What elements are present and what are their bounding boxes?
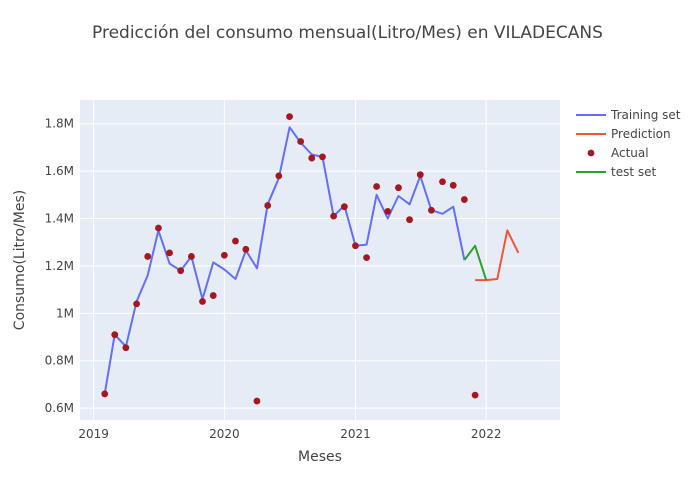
grid-lines: [80, 100, 560, 420]
y-tick-label: 1.4M: [45, 212, 74, 226]
actual-point: [111, 331, 119, 339]
y-tick-label: 0.6M: [45, 401, 74, 415]
legend-label-prediction: Prediction: [611, 127, 671, 141]
actual-point: [363, 254, 370, 262]
x-axis-ticks: 2019 2020 2021 2022: [78, 427, 501, 441]
actual-point: [166, 249, 173, 257]
x-tick-label: 2020: [209, 427, 240, 441]
actual-point: [199, 298, 206, 305]
training-set-line: [103, 126, 466, 395]
legend-label-test-set: test set: [611, 165, 656, 179]
legend-swatch-actual: [587, 149, 595, 157]
actual-point: [330, 212, 338, 220]
actual-point: [416, 171, 424, 179]
actual-point: [177, 267, 185, 275]
y-axis-ticks: 0.6M 0.8M 1M 1.2M 1.4M 1.6M 1.8M: [45, 117, 74, 415]
actual-point: [232, 237, 239, 245]
actual-point: [471, 391, 479, 399]
actual-point: [286, 113, 293, 120]
actual-point: [460, 196, 468, 203]
y-tick-label: 1.6M: [45, 164, 74, 178]
y-tick-label: 1.8M: [45, 117, 74, 131]
actual-point: [122, 344, 130, 352]
actual-point: [297, 138, 305, 145]
actual-point: [395, 184, 402, 192]
x-axis-title: Meses: [298, 449, 342, 465]
y-axis-title: Consumo(Litro/Mes): [12, 190, 28, 330]
series-layer: [101, 113, 520, 405]
actual-point: [406, 216, 413, 224]
x-tick-label: 2022: [471, 427, 502, 441]
actual-point: [101, 390, 109, 398]
x-tick-label: 2021: [340, 427, 371, 441]
chart-title: Predicción del consumo mensual(Litro/Mes…: [92, 23, 603, 43]
actual-point: [352, 242, 359, 250]
actual-point: [220, 251, 228, 259]
actual-point: [308, 154, 316, 162]
y-tick-label: 1M: [56, 306, 74, 320]
actual-point: [439, 178, 446, 186]
legend-label-actual: Actual: [611, 146, 649, 160]
actual-point: [188, 253, 195, 260]
legend: Training set Prediction Actual test set: [576, 108, 681, 179]
actual-point: [155, 224, 162, 232]
actual-point: [242, 245, 250, 253]
y-tick-label: 1.2M: [45, 259, 74, 273]
actual-point: [264, 202, 272, 209]
actual-point: [373, 183, 380, 190]
actual-point: [340, 203, 348, 211]
actual-point: [428, 206, 435, 214]
actual-point: [209, 292, 217, 299]
actual-point: [384, 208, 392, 215]
test-set-line: [463, 244, 488, 281]
actual-point: [449, 181, 457, 189]
legend-label-training-set: Training set: [610, 108, 681, 122]
actual-point: [319, 153, 326, 161]
prediction-line: [475, 229, 520, 282]
actual-point: [133, 300, 140, 308]
actual-point: [144, 253, 152, 260]
x-tick-label: 2019: [78, 427, 109, 441]
actual-point: [253, 397, 261, 405]
y-tick-label: 0.8M: [45, 354, 74, 368]
actual-point: [275, 172, 283, 180]
